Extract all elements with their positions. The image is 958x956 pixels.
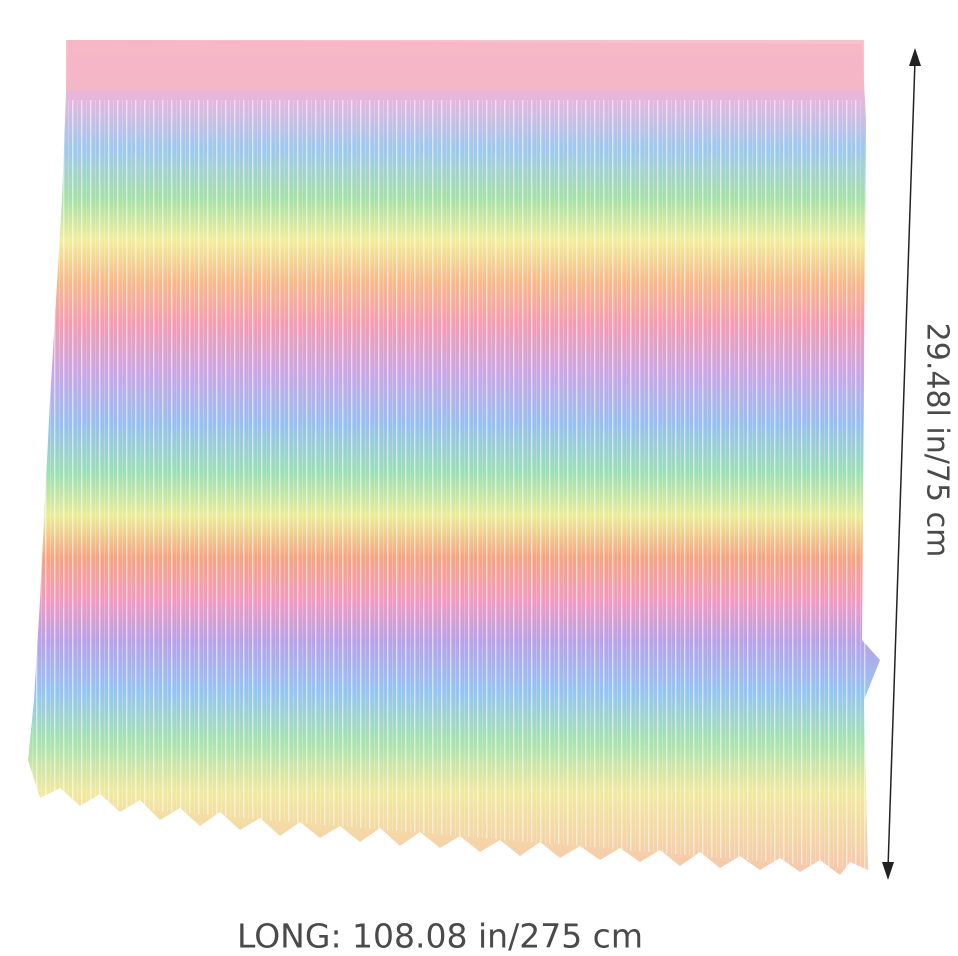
curtain-strands [28,100,866,870]
curtain-header [66,40,864,90]
arrow-head-top [909,48,921,66]
fringe-curtain [28,40,880,875]
arrow-line [887,59,916,869]
height-label: 29.48l in/75 cm [920,323,955,558]
height-arrow [882,48,921,880]
arrow-head-bottom [882,862,894,880]
width-label: LONG: 108.08 in/275 cm [237,917,643,956]
